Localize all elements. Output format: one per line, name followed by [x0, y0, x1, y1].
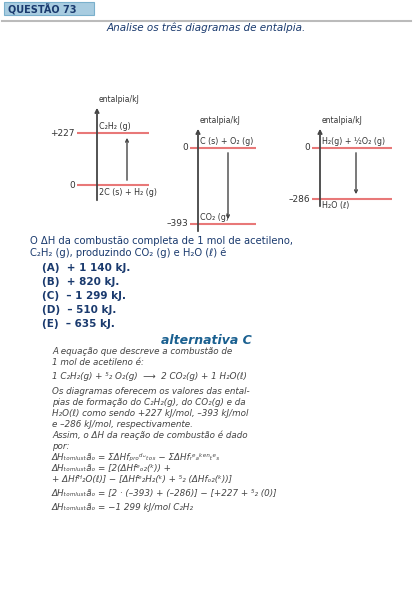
Text: CO₂ (g): CO₂ (g)	[200, 213, 229, 222]
Text: (E)  – 635 kJ.: (E) – 635 kJ.	[42, 319, 115, 329]
Text: entalpia/kJ: entalpia/kJ	[322, 116, 363, 125]
Text: alternativa C: alternativa C	[161, 334, 252, 347]
Text: C₂H₂ (g), produzindo CO₂ (g) e H₂O (ℓ) é: C₂H₂ (g), produzindo CO₂ (g) e H₂O (ℓ) é	[30, 248, 226, 258]
Text: H₂O(ℓ) como sendo +227 kJ/mol, –393 kJ/mol: H₂O(ℓ) como sendo +227 kJ/mol, –393 kJ/m…	[52, 409, 248, 418]
Text: 1 C₂H₂(g) + ⁵₂ O₂(g)  ⟶  2 CO₂(g) + 1 H₂O(ℓ): 1 C₂H₂(g) + ⁵₂ O₂(g) ⟶ 2 CO₂(g) + 1 H₂O(…	[52, 372, 247, 381]
Text: Assim, o ΔH da reação de combustão é dado: Assim, o ΔH da reação de combustão é dad…	[52, 431, 248, 440]
Text: por:: por:	[52, 442, 69, 451]
Text: ΔHₜₒₘₗᵤₛₜãₒ = ΣΔHfₚᵣₒᵈᵕₜₒₛ − ΣΔHfᵣᵉₐᵏᵉⁿₜᵉₛ: ΔHₜₒₘₗᵤₛₜãₒ = ΣΔHfₚᵣₒᵈᵕₜₒₛ − ΣΔHfᵣᵉₐᵏᵉⁿₜ…	[52, 453, 221, 462]
Text: 1 mol de acetileno é:: 1 mol de acetileno é:	[52, 358, 144, 367]
Text: A equação que descreve a combustão de: A equação que descreve a combustão de	[52, 347, 232, 356]
Text: 0: 0	[69, 181, 75, 190]
Text: –286: –286	[288, 195, 310, 203]
Text: H₂(g) + ½O₂ (g): H₂(g) + ½O₂ (g)	[322, 137, 385, 146]
Text: ΔHₜₒₘₗᵤₛₜãₒ = −1 299 kJ/mol C₂H₂: ΔHₜₒₘₗᵤₛₜãₒ = −1 299 kJ/mol C₂H₂	[52, 503, 194, 512]
Text: C₂H₂ (g): C₂H₂ (g)	[99, 122, 131, 131]
Text: 2C (s) + H₂ (g): 2C (s) + H₂ (g)	[99, 188, 157, 197]
Text: H₂O (ℓ): H₂O (ℓ)	[322, 201, 349, 210]
Text: O ΔH da combustão completa de 1 mol de acetileno,: O ΔH da combustão completa de 1 mol de a…	[30, 236, 293, 246]
Text: Analise os três diagramas de entalpia.: Analise os três diagramas de entalpia.	[107, 23, 306, 33]
Text: ΔHₜₒₘₗᵤₛₜãₒ = [2(ΔHfᵉₒ₂(ᵏ)) +: ΔHₜₒₘₗᵤₛₜãₒ = [2(ΔHfᵉₒ₂(ᵏ)) +	[52, 464, 172, 473]
Text: (C)  – 1 299 kJ.: (C) – 1 299 kJ.	[42, 291, 126, 301]
Text: –393: –393	[166, 219, 188, 228]
Text: 0: 0	[182, 144, 188, 152]
Text: entalpia/kJ: entalpia/kJ	[99, 95, 140, 104]
Text: + ΔHfᴴ₂O(ℓ)] − [ΔHfᵉ₂H₂(ᵏ) + ⁵₂ (ΔHfₒ₂(ᵏ))]: + ΔHfᴴ₂O(ℓ)] − [ΔHfᵉ₂H₂(ᵏ) + ⁵₂ (ΔHfₒ₂(ᵏ…	[52, 475, 232, 484]
Text: (D)  – 510 kJ.: (D) – 510 kJ.	[42, 305, 116, 315]
Text: (B)  + 820 kJ.: (B) + 820 kJ.	[42, 277, 119, 287]
Text: pias de formação do C₂H₂(g), do CO₂(g) e da: pias de formação do C₂H₂(g), do CO₂(g) e…	[52, 398, 246, 407]
Text: QUESTÃO 73: QUESTÃO 73	[8, 2, 76, 14]
Text: C (s) + O₂ (g): C (s) + O₂ (g)	[200, 137, 253, 146]
Text: 0: 0	[304, 144, 310, 152]
Text: +227: +227	[50, 128, 75, 138]
Text: Os diagramas oferecem os valores das ental-: Os diagramas oferecem os valores das ent…	[52, 387, 249, 396]
Text: entalpia/kJ: entalpia/kJ	[200, 116, 241, 125]
Text: e –286 kJ/mol, respectivamente.: e –286 kJ/mol, respectivamente.	[52, 420, 193, 429]
Text: (A)  + 1 140 kJ.: (A) + 1 140 kJ.	[42, 263, 131, 273]
FancyBboxPatch shape	[4, 2, 94, 15]
Text: ΔHₜₒₘₗᵤₛₜãₒ = [2 · (–393) + (–286)] − [+227 + ⁵₂ (0)]: ΔHₜₒₘₗᵤₛₜãₒ = [2 · (–393) + (–286)] − [+…	[52, 489, 278, 498]
